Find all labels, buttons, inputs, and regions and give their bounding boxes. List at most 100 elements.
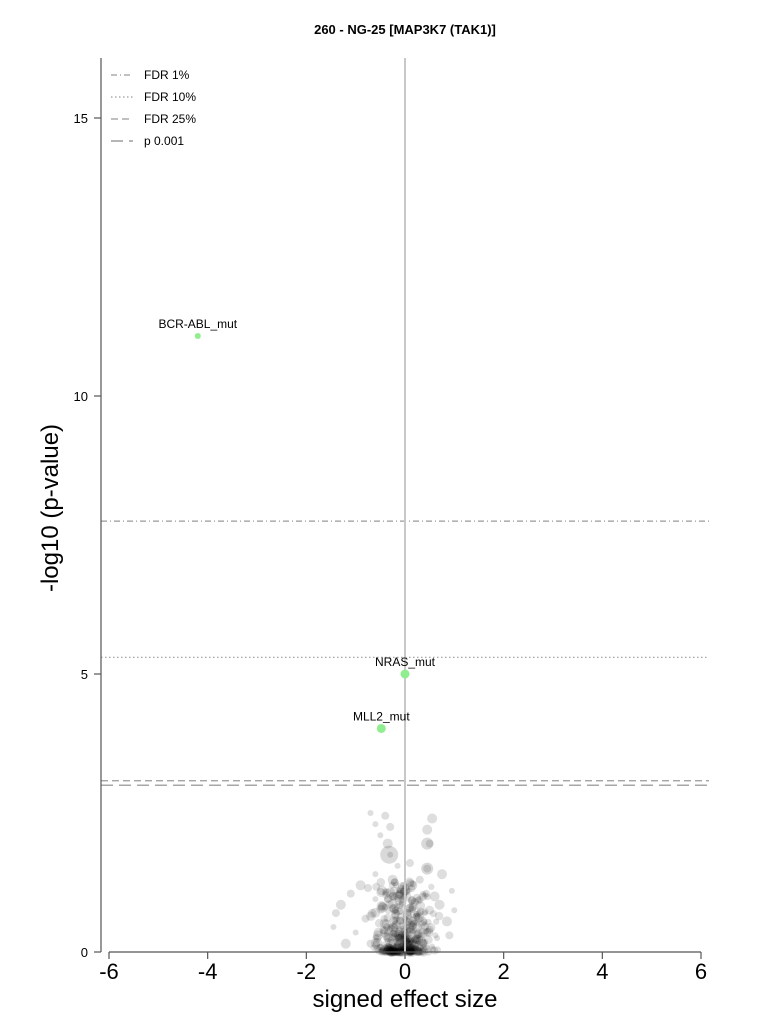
background-point bbox=[393, 903, 401, 910]
background-point bbox=[405, 923, 415, 933]
background-point bbox=[423, 927, 432, 936]
legend-label: FDR 1% bbox=[144, 68, 190, 82]
background-point bbox=[393, 929, 404, 940]
background-point bbox=[381, 919, 392, 930]
background-point bbox=[421, 892, 429, 899]
highlight-point-mll2-mut bbox=[376, 723, 386, 733]
background-point bbox=[377, 943, 384, 951]
background-point bbox=[372, 933, 382, 943]
background-point bbox=[401, 933, 412, 944]
background-point bbox=[381, 903, 389, 911]
background-point bbox=[432, 932, 439, 939]
background-point bbox=[413, 929, 423, 939]
background-point bbox=[387, 936, 395, 944]
background-point bbox=[451, 907, 458, 914]
background-point bbox=[409, 912, 416, 919]
background-point bbox=[385, 946, 394, 955]
background-point bbox=[430, 946, 439, 955]
background-point bbox=[384, 943, 394, 952]
background-point bbox=[394, 947, 402, 955]
background-point bbox=[372, 941, 381, 950]
background-point bbox=[387, 931, 394, 938]
background-point bbox=[392, 891, 402, 901]
background-point bbox=[396, 902, 404, 910]
background-point bbox=[397, 941, 407, 951]
background-point bbox=[421, 862, 434, 875]
background-point bbox=[414, 896, 422, 905]
background-point bbox=[389, 886, 399, 896]
x-tick-label: 0 bbox=[399, 959, 411, 984]
background-point bbox=[421, 837, 434, 850]
background-point bbox=[407, 880, 418, 891]
x-tick-label: 6 bbox=[695, 959, 707, 984]
background-point bbox=[335, 899, 346, 910]
background-point bbox=[366, 939, 375, 948]
background-point bbox=[405, 945, 415, 955]
background-point bbox=[408, 916, 418, 926]
background-point bbox=[384, 929, 391, 937]
background-point bbox=[423, 935, 433, 945]
background-point bbox=[417, 931, 426, 940]
background-point bbox=[407, 919, 418, 930]
background-point bbox=[381, 811, 390, 820]
background-point bbox=[413, 940, 424, 951]
background-point bbox=[379, 928, 389, 938]
background-point bbox=[396, 907, 404, 916]
background-point bbox=[412, 946, 422, 956]
x-tick-label: 4 bbox=[596, 959, 608, 984]
background-point bbox=[376, 900, 387, 911]
background-points bbox=[330, 810, 458, 957]
background-point bbox=[377, 902, 388, 913]
background-point bbox=[398, 931, 406, 939]
background-point bbox=[390, 878, 399, 887]
background-point bbox=[391, 930, 400, 938]
background-point bbox=[392, 942, 401, 951]
background-point bbox=[410, 941, 420, 950]
background-point bbox=[411, 922, 422, 933]
background-point bbox=[385, 942, 393, 950]
background-point bbox=[409, 937, 416, 944]
background-point bbox=[393, 937, 402, 946]
background-point bbox=[422, 889, 431, 898]
background-point bbox=[429, 943, 436, 950]
background-point bbox=[389, 891, 398, 901]
x-tick-label: 2 bbox=[498, 959, 510, 984]
background-point bbox=[401, 929, 411, 939]
background-point bbox=[423, 893, 431, 901]
y-tick-label: 0 bbox=[81, 945, 88, 960]
background-point bbox=[382, 947, 392, 956]
background-point bbox=[385, 946, 395, 956]
background-point bbox=[370, 938, 381, 948]
background-point bbox=[409, 880, 417, 888]
background-point bbox=[377, 832, 384, 839]
background-point bbox=[382, 838, 393, 849]
y-axis-label: -log10 (p-value) bbox=[37, 424, 64, 592]
background-point bbox=[420, 890, 427, 897]
background-point bbox=[396, 889, 406, 899]
background-point bbox=[384, 907, 392, 915]
background-point bbox=[389, 916, 399, 926]
background-point bbox=[389, 930, 398, 938]
background-point bbox=[405, 887, 412, 894]
background-point bbox=[379, 918, 390, 929]
background-point bbox=[387, 851, 394, 858]
background-point bbox=[408, 948, 415, 955]
background-point bbox=[404, 927, 415, 938]
legend-label: FDR 10% bbox=[144, 90, 196, 104]
background-point bbox=[355, 880, 366, 891]
y-tick-label: 5 bbox=[81, 667, 88, 682]
background-point bbox=[392, 881, 400, 889]
background-point bbox=[364, 884, 372, 893]
background-point bbox=[411, 936, 420, 945]
background-point bbox=[407, 884, 416, 893]
background-point bbox=[434, 899, 445, 910]
background-point bbox=[427, 813, 438, 824]
legend-label: FDR 25% bbox=[144, 112, 196, 126]
background-point bbox=[429, 945, 437, 953]
background-point bbox=[376, 885, 387, 896]
background-point bbox=[411, 934, 421, 944]
background-point bbox=[415, 935, 426, 946]
background-point bbox=[382, 932, 391, 941]
background-point bbox=[386, 943, 394, 952]
background-point bbox=[425, 925, 434, 934]
